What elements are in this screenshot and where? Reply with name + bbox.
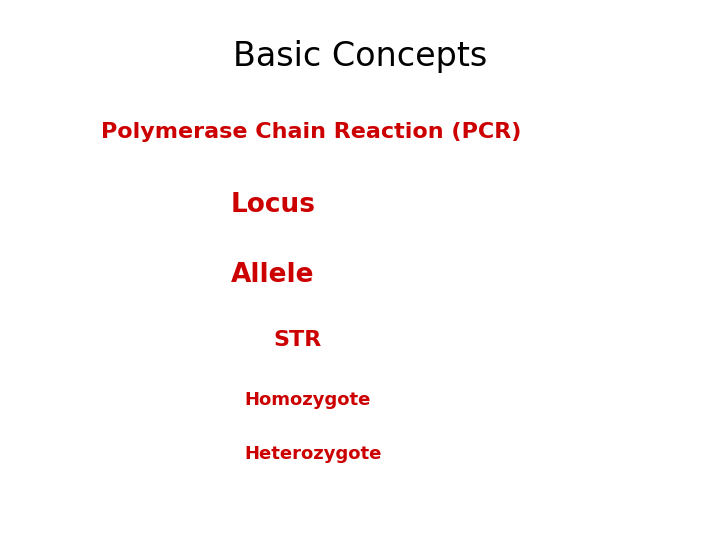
Text: STR: STR xyxy=(274,330,322,350)
Text: Polymerase Chain Reaction (PCR): Polymerase Chain Reaction (PCR) xyxy=(101,122,521,143)
Text: Homozygote: Homozygote xyxy=(245,390,372,409)
Text: Basic Concepts: Basic Concepts xyxy=(233,40,487,73)
Text: Heterozygote: Heterozygote xyxy=(245,444,382,463)
Text: Allele: Allele xyxy=(230,262,314,288)
Text: Locus: Locus xyxy=(230,192,315,218)
